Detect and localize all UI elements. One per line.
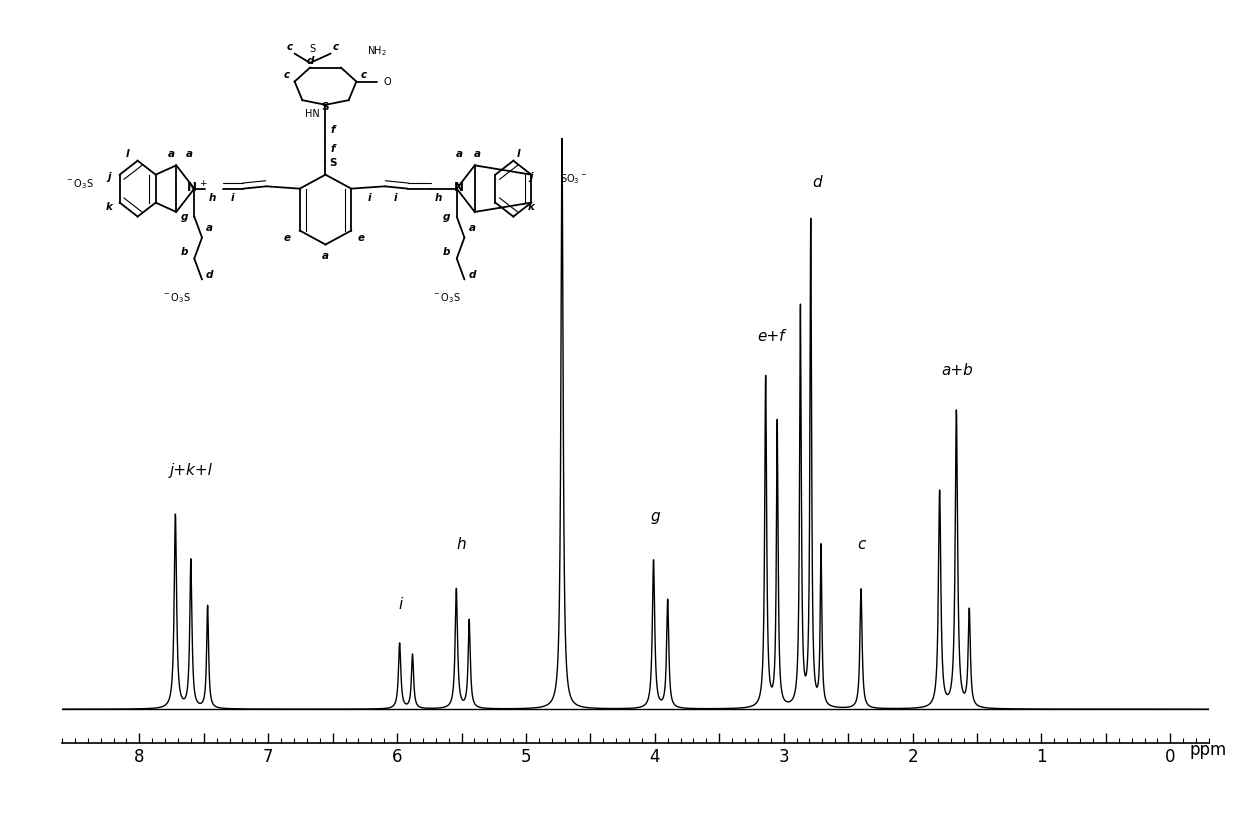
Text: ppm: ppm <box>1189 741 1226 759</box>
Text: S: S <box>310 44 316 54</box>
Text: h: h <box>208 193 216 203</box>
Text: c: c <box>332 42 339 51</box>
Text: $^-$O$_3$S: $^-$O$_3$S <box>66 177 94 191</box>
Text: j+k+l: j+k+l <box>170 463 212 478</box>
Text: O: O <box>383 77 391 87</box>
Text: a: a <box>206 223 213 233</box>
Text: HN: HN <box>305 109 320 119</box>
Text: c: c <box>286 42 293 51</box>
Text: g: g <box>180 212 187 221</box>
Text: j: j <box>108 172 112 182</box>
Text: a: a <box>469 223 476 233</box>
Text: l: l <box>517 149 521 158</box>
Text: N: N <box>187 181 197 194</box>
Text: SO$_3$$^-$: SO$_3$$^-$ <box>559 172 587 186</box>
Text: d: d <box>469 270 476 279</box>
Text: f: f <box>331 144 336 154</box>
Text: a: a <box>474 149 481 158</box>
Text: $^-$O$_3$S: $^-$O$_3$S <box>162 291 191 305</box>
Text: c: c <box>857 538 866 552</box>
Text: h: h <box>435 193 443 203</box>
Text: $^-$O$_3$S: $^-$O$_3$S <box>432 291 461 305</box>
Text: N: N <box>454 181 464 194</box>
Text: a+b: a+b <box>942 364 973 378</box>
Text: f: f <box>331 126 336 136</box>
Text: i: i <box>231 193 234 203</box>
Text: h: h <box>456 538 466 552</box>
Text: a: a <box>167 149 175 158</box>
Text: i: i <box>399 597 403 612</box>
Text: NH$_2$: NH$_2$ <box>367 44 387 58</box>
Text: i: i <box>393 193 397 203</box>
Text: k: k <box>528 203 534 212</box>
Text: e+f: e+f <box>758 329 785 344</box>
Text: g: g <box>650 509 660 524</box>
Text: b: b <box>180 247 187 257</box>
Text: c: c <box>361 69 367 79</box>
Text: S: S <box>330 158 337 168</box>
Text: a: a <box>456 149 463 158</box>
Text: i: i <box>367 193 371 203</box>
Text: +: + <box>200 179 207 188</box>
Text: b: b <box>443 247 450 257</box>
Text: c: c <box>284 69 290 79</box>
Text: e: e <box>358 233 365 243</box>
Text: g: g <box>443 212 450 221</box>
Text: d: d <box>812 175 822 190</box>
Text: d: d <box>206 270 213 279</box>
Text: k: k <box>105 203 113 212</box>
Text: j: j <box>529 172 533 182</box>
Text: S: S <box>321 102 330 112</box>
Text: a: a <box>322 251 329 261</box>
Text: l: l <box>125 149 129 158</box>
Text: e: e <box>284 233 290 243</box>
Text: d: d <box>306 56 314 65</box>
Text: a: a <box>186 149 192 158</box>
